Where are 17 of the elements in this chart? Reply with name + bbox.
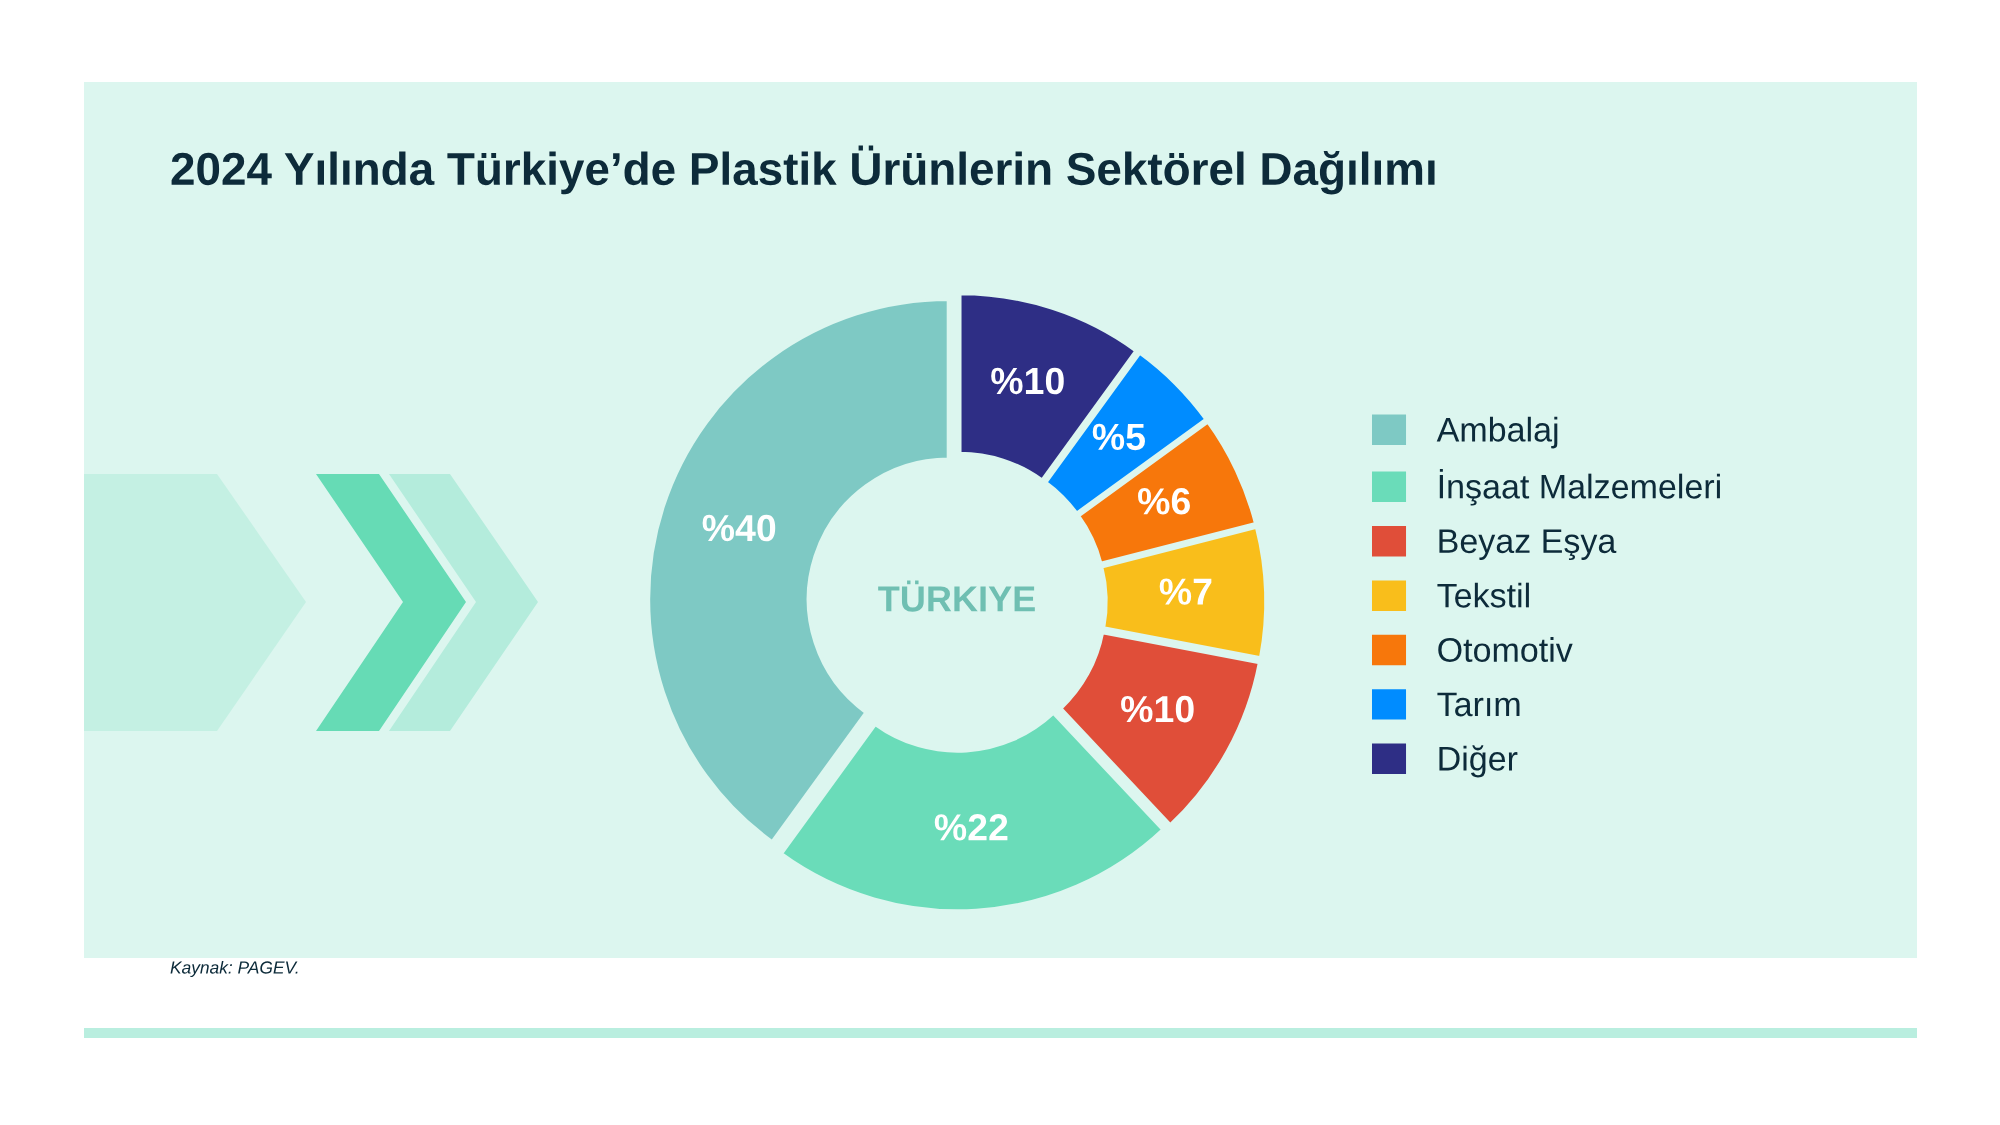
data-label: %10: [1121, 695, 1194, 723]
legend-label: Otomotiv: [1438, 637, 1573, 663]
legend-label: Tekstil: [1437, 582, 1529, 608]
legend-label: Ambalaj: [1436, 416, 1558, 449]
text: Kaynak: PAGEV.: [170, 960, 298, 978]
data-label: %6: [1138, 488, 1190, 515]
chart-title: 2024 Yılında Türkiye’de Plastik Ürünlerin Sektörel Dağılımı: [171, 145, 1435, 195]
legend-label: İnşaat Malzemeleri: [1439, 468, 1720, 506]
legend-label: Diğer: [1439, 745, 1518, 778]
legend-label: Tarım: [1437, 692, 1520, 717]
legend-label: Beyaz Eşya: [1439, 529, 1617, 561]
data-label: %10: [991, 367, 1064, 395]
data-label: %40: [702, 514, 776, 542]
data-label: %7: [1159, 578, 1212, 605]
data-label: %22: [934, 814, 1008, 841]
data-label: %5: [1092, 423, 1145, 451]
text: TÜRKIYE: [878, 580, 1035, 612]
